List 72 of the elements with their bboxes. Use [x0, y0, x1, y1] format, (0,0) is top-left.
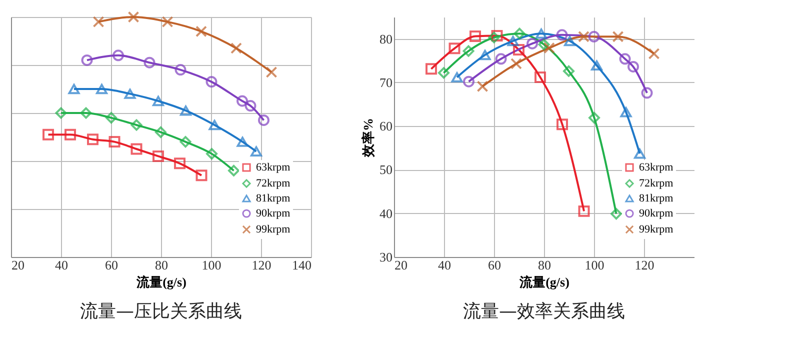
point [448, 42, 460, 54]
x-tick-label: 40 [55, 258, 68, 272]
point [513, 44, 524, 56]
legend-label: 81krpm [256, 192, 291, 204]
point [462, 45, 474, 57]
point [619, 53, 631, 65]
point [610, 208, 622, 220]
point [507, 36, 519, 46]
legend-label: 81krpm [639, 192, 674, 204]
point [451, 72, 463, 82]
point [488, 32, 500, 44]
point [536, 28, 547, 39]
point [426, 63, 437, 75]
point [591, 60, 602, 71]
point [526, 38, 538, 50]
x-axis-title: 流量(g/s) [136, 274, 186, 290]
x-tick-label: 140 [292, 258, 312, 272]
point [491, 30, 503, 42]
legend-label: 90krpm [639, 208, 674, 220]
y-tick-label: 50 [380, 162, 392, 178]
x-tick-label: 60 [488, 258, 501, 272]
x-tick-label: 20 [12, 258, 24, 272]
legend-label: 99krpm [256, 224, 291, 236]
x-tick-label: 60 [105, 258, 118, 272]
x-tick-label: 80 [538, 258, 551, 272]
point [538, 38, 550, 50]
point [556, 29, 568, 41]
point [588, 30, 600, 42]
point [641, 87, 653, 99]
point [470, 30, 481, 42]
x-tick-label: 120 [634, 258, 654, 272]
point [588, 112, 600, 124]
point [544, 42, 555, 54]
legend-label: 72krpm [639, 178, 674, 190]
x-tick-label: 40 [438, 258, 451, 272]
point [463, 76, 474, 88]
y-tick-label: 70 [380, 74, 392, 90]
point [514, 28, 526, 40]
legend-label: 72krpm [256, 178, 291, 190]
point [578, 205, 590, 217]
legend-label: 63krpm [256, 162, 291, 174]
point [634, 148, 646, 159]
point [495, 53, 507, 65]
point [534, 71, 546, 83]
point [564, 36, 576, 46]
legend-label: 99krpm [639, 224, 674, 236]
point [578, 30, 590, 42]
text: 流量—效率关系曲线 [463, 301, 625, 322]
point [620, 107, 632, 118]
x-tick-label: 100 [202, 258, 222, 272]
point [510, 58, 522, 70]
x-tick-label: 80 [155, 258, 168, 272]
y-tick-label: 30 [380, 250, 392, 264]
y-axis-title: 效率% [360, 118, 376, 158]
point [612, 30, 624, 42]
point [563, 65, 574, 77]
y-tick-label: 80 [380, 31, 392, 46]
y-tick-label: 60 [380, 118, 392, 134]
point [476, 80, 488, 92]
point [479, 50, 491, 60]
point [438, 67, 450, 79]
x-axis-title: 流量(g/s) [518, 274, 570, 290]
y-tick-label: 40 [380, 206, 392, 221]
point [556, 118, 568, 130]
x-tick-label: 100 [584, 258, 604, 272]
text: 流量—压比关系曲线 [80, 301, 242, 322]
point [648, 48, 660, 60]
point [628, 61, 639, 72]
x-tick-label: 120 [252, 258, 272, 272]
legend-label: 90krpm [256, 208, 291, 220]
legend-label: 63krpm [639, 162, 674, 174]
x-tick-label: 20 [394, 258, 408, 272]
